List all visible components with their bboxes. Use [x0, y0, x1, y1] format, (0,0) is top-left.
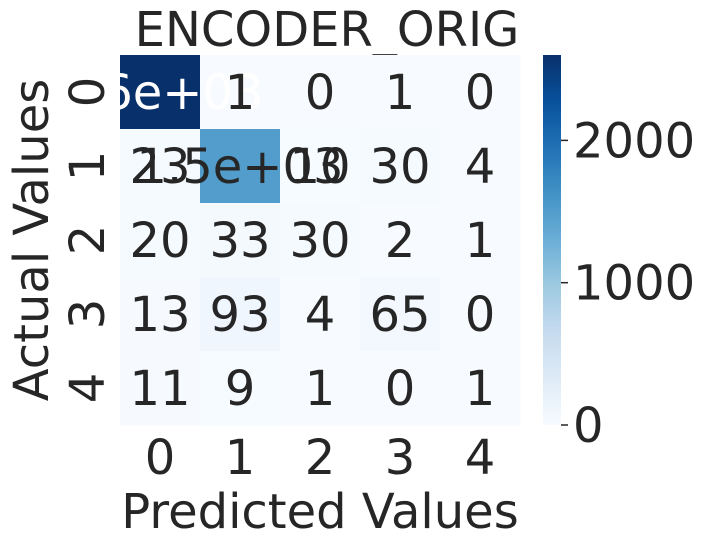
heatmap-cell	[440, 55, 521, 130]
heatmap-cell-label: 93	[209, 287, 270, 343]
heatmap-cell-label: 20	[129, 213, 190, 269]
heatmap-cell-label: 0	[465, 287, 496, 343]
heatmap-cell	[440, 351, 521, 426]
heatmap-cell-label: 33	[209, 213, 270, 269]
x-tick-label: 4	[465, 430, 496, 486]
heatmap-cell-label: 1	[465, 361, 496, 417]
x-tick-label: 0	[145, 430, 176, 486]
heatmap-cell-label: 30	[369, 139, 430, 195]
heatmap-cell-label: 0	[465, 65, 496, 121]
heatmap-cell-label: 2	[385, 213, 416, 269]
heatmap-cell-label: 11	[129, 361, 190, 417]
heatmap-cell-label: 65	[369, 287, 430, 343]
heatmap-cell	[200, 277, 281, 352]
heatmap-cell	[360, 129, 441, 204]
colorbar-tick-label: 0	[573, 398, 604, 454]
heatmap-cell	[440, 129, 521, 204]
heatmap-cell	[440, 203, 521, 278]
heatmap-cell	[200, 55, 281, 130]
y-axis-ticks: 0 1 2 3 4	[60, 77, 116, 404]
heatmap-cell	[120, 277, 201, 352]
heatmap-cell-label: 1	[465, 213, 496, 269]
colorbar-ticks: 0 1000 2000	[561, 113, 695, 454]
y-tick-label: 2	[60, 225, 116, 256]
x-tick-label: 2	[305, 430, 336, 486]
colorbar	[543, 55, 561, 425]
heatmap-cell	[200, 203, 281, 278]
y-axis-label: Actual Values	[4, 79, 60, 401]
heatmap-cell-label: 9	[225, 361, 256, 417]
colorbar-tick-label: 1000	[573, 256, 695, 312]
heatmap-cell	[280, 277, 361, 352]
y-tick-label: 1	[60, 151, 116, 182]
x-tick-label: 1	[225, 430, 256, 486]
heatmap-cell	[200, 351, 281, 426]
heatmap-cell-label: 2.6e+03	[56, 65, 263, 121]
heatmap-cell-label: 0	[385, 361, 416, 417]
heatmap-cell	[360, 351, 441, 426]
x-tick-label: 3	[385, 430, 416, 486]
heatmap-cell-label: 30	[289, 213, 350, 269]
heatmap-cell-label: 4	[465, 139, 496, 195]
heatmap-cell-label: 23	[129, 139, 190, 195]
heatmap-cell-label: 10	[289, 139, 350, 195]
heatmap-cell	[200, 129, 281, 204]
heatmap-cell-label: 0	[305, 65, 336, 121]
heatmap-cell	[280, 203, 361, 278]
heatmap-cell	[120, 203, 201, 278]
heatmap-cell-label: 1	[385, 65, 416, 121]
heatmap-cell	[360, 55, 441, 130]
heatmap-cell	[360, 277, 441, 352]
heatmap-cell	[120, 351, 201, 426]
heatmap-cell-label: 1	[225, 65, 256, 121]
colorbar-tick-label: 2000	[573, 113, 695, 169]
heatmap-cell	[120, 55, 201, 130]
heatmap-cell-label: 4	[305, 287, 336, 343]
heatmap-cell	[360, 203, 441, 278]
heatmap-cell	[280, 129, 361, 204]
chart-title: ENCODER_ORIG	[135, 2, 520, 58]
heatmap-cell-label: 1.5e+03	[136, 139, 343, 195]
heatmap-cell	[280, 351, 361, 426]
heatmap-cell-label: 1	[305, 361, 336, 417]
heatmap-cell	[120, 129, 201, 204]
y-tick-label: 3	[60, 299, 116, 330]
heatmap-cell	[280, 55, 361, 130]
y-tick-label: 0	[60, 77, 116, 108]
heatmap-cell-label: 13	[129, 287, 190, 343]
heatmap-cells	[120, 55, 521, 426]
y-tick-label: 4	[60, 373, 116, 404]
x-axis-label: Predicted Values	[121, 484, 518, 540]
heatmap-cell	[440, 277, 521, 352]
